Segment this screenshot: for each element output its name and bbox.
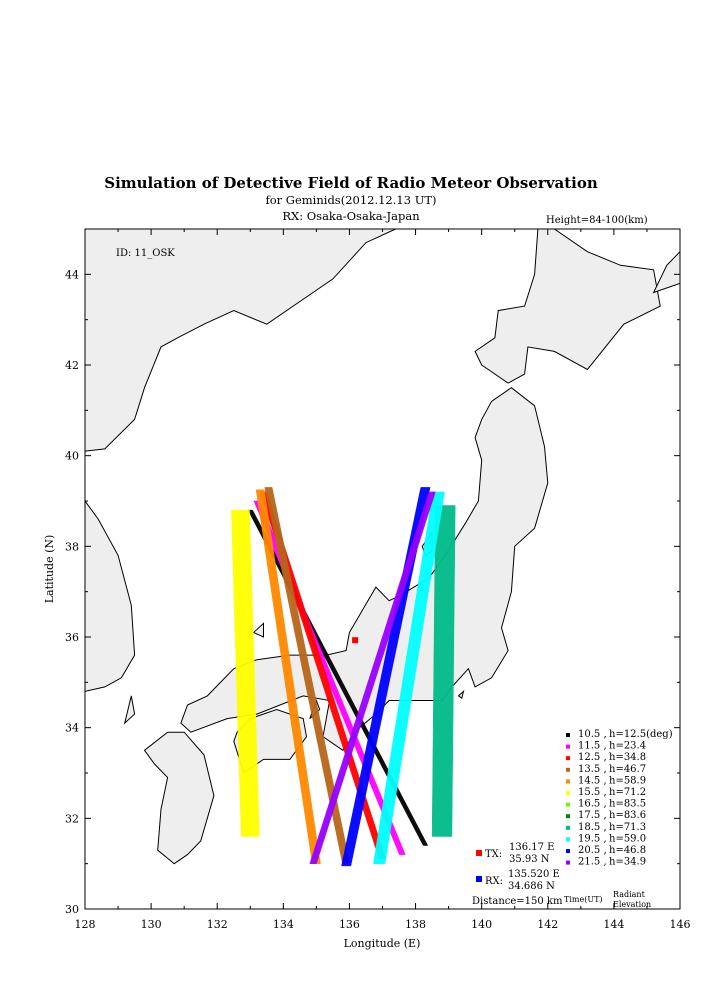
- legend-elevation: h=46.8: [609, 845, 646, 856]
- detection-band-19-5: [373, 491, 445, 864]
- legend: 10.5 , h=12.5(deg)11.5 , h=23.412.5 , h=34.…: [566, 729, 673, 868]
- y-tick-label: 44: [65, 268, 79, 281]
- land-kuril: [652, 250, 680, 294]
- x-tick-label: 134: [273, 918, 294, 931]
- rx-label: RX:: [485, 876, 503, 887]
- y-tick-label: 34: [65, 722, 79, 735]
- y-tick-label: 40: [65, 450, 79, 463]
- chart-title: Simulation of Detective Field of Radio M…: [104, 174, 598, 192]
- legend-elevation: h=46.7: [609, 764, 646, 775]
- legend-swatch: [566, 744, 570, 749]
- legend-time: 12.5 ,: [578, 752, 607, 763]
- x-tick-label: 136: [339, 918, 360, 931]
- tx-station-marker: [352, 637, 359, 644]
- legend-elevation: h=23.4: [609, 741, 646, 752]
- y-tick-label: 30: [65, 903, 79, 916]
- legend-swatch: [566, 825, 570, 830]
- legend-footer-radiant: Radiant: [613, 890, 646, 899]
- y-tick-label: 32: [65, 812, 79, 825]
- land-oki: [252, 622, 264, 638]
- detection-bands: [231, 487, 456, 867]
- land-hokkaido: [474, 229, 661, 384]
- legend-elevation: h=83.6: [609, 810, 646, 821]
- legend-time: 11.5 ,: [578, 741, 607, 752]
- legend-time: 14.5 ,: [578, 775, 607, 786]
- land-asia-mainland: [85, 229, 396, 452]
- station-id-label: ID: 11_OSK: [116, 248, 175, 259]
- tx-longitude: 136.17 E: [509, 842, 554, 853]
- land-korea: [85, 500, 136, 692]
- legend-time: 13.5 ,: [578, 764, 607, 775]
- legend-footer-elevation: Elevation: [613, 900, 651, 909]
- legend-elevation: h=83.5: [609, 799, 646, 810]
- legend-swatch: [566, 837, 570, 842]
- detection-band-20-5: [341, 487, 431, 867]
- height-range-label: Height=84-100(km): [546, 215, 648, 226]
- legend-swatch: [566, 767, 570, 772]
- land-tsushima: [123, 695, 136, 725]
- y-axis-ticks: 30 32 34 36 38 40 42 44: [65, 228, 680, 916]
- tx-latitude: 35.93 N: [509, 854, 550, 865]
- legend-time: 10.5 ,: [578, 729, 607, 740]
- land-izu-island: [457, 689, 465, 700]
- x-tick-label: 140: [471, 918, 492, 931]
- x-tick-label: 132: [207, 918, 228, 931]
- legend-swatch: [566, 802, 570, 807]
- y-tick-label: 36: [65, 631, 79, 644]
- land-honshu: [180, 387, 549, 751]
- legend-swatch: [566, 779, 570, 784]
- distance-label: Distance=150 km: [472, 896, 563, 907]
- legend-time: 18.5 ,: [578, 822, 607, 833]
- legend-elevation: h=71.2: [609, 787, 646, 798]
- legend-elevation: h=34.9: [609, 857, 646, 868]
- legend-elevation: h=71.3: [609, 822, 646, 833]
- legend-swatch: [566, 849, 570, 853]
- y-axis-label: Latitude (N): [43, 535, 56, 604]
- legend-time: 15.5 ,: [578, 787, 607, 798]
- rx-longitude: 135.520 E: [508, 869, 560, 880]
- x-tick-label: 130: [141, 918, 162, 931]
- chart-subtitle-shower: for Geminids(2012.12.13 UT): [265, 193, 437, 207]
- x-tick-label: 128: [75, 918, 96, 931]
- detection-band-21-5: [309, 491, 436, 864]
- rx-latitude: 34.686 N: [508, 881, 555, 892]
- legend-time: 17.5 ,: [578, 810, 607, 821]
- legend-swatch: [566, 814, 570, 819]
- legend-elevation: h=59.0: [609, 833, 646, 844]
- legend-elevation: h=58.9: [609, 775, 646, 786]
- rx-legend-marker: [476, 876, 482, 882]
- tx-label: TX:: [485, 849, 502, 860]
- x-tick-label: 142: [537, 918, 558, 931]
- legend-swatch: [566, 733, 570, 737]
- legend-swatch: [566, 791, 570, 795]
- detection-band-18-5: [431, 505, 456, 837]
- y-tick-label: 38: [65, 540, 79, 553]
- legend-time: 21.5 ,: [578, 857, 607, 868]
- tx-legend-marker: [476, 850, 482, 856]
- legend-time: 20.5 ,: [578, 845, 607, 856]
- x-tick-label: 146: [670, 918, 691, 931]
- y-tick-label: 42: [65, 359, 79, 372]
- x-axis-label: Longitude (E): [344, 937, 421, 950]
- land-kyushu: [143, 731, 215, 865]
- x-axis-ticks: 128 130 132 134 136 138 140 142 144 146: [75, 229, 691, 931]
- legend-swatch: [566, 756, 570, 761]
- detection-band-14-5: [255, 489, 321, 864]
- legend-elevation: h=12.5(deg): [609, 729, 673, 740]
- legend-time: 16.5 ,: [578, 799, 607, 810]
- chart-subtitle-receiver: RX: Osaka-Osaka-Japan: [282, 209, 420, 223]
- legend-footer-time: Time(UT): [564, 895, 603, 904]
- x-tick-label: 138: [405, 918, 426, 931]
- x-tick-label: 144: [603, 918, 624, 931]
- legend-swatch: [566, 860, 570, 865]
- legend-time: 19.5 ,: [578, 833, 607, 844]
- land-layer: [85, 229, 680, 865]
- detection-band-15-5: [231, 509, 260, 837]
- legend-elevation: h=34.8: [609, 752, 646, 763]
